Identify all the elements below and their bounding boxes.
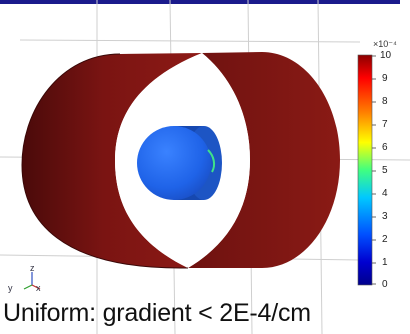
header-bar <box>0 0 400 4</box>
colorbar <box>357 54 373 286</box>
axis-label-y: y <box>8 283 13 293</box>
colorbar-label-7: 7 <box>382 119 388 130</box>
inner-cylinder <box>137 126 222 200</box>
colorbar-label-10: 10 <box>380 50 392 61</box>
colorbar-label-8: 8 <box>382 96 388 107</box>
colorbar-label-0: 0 <box>382 279 388 290</box>
colorbar-label-1: 1 <box>382 257 388 268</box>
axis-label-z: z <box>30 263 35 273</box>
outer-edge-highlight <box>21 53 189 269</box>
colorbar-label-5: 5 <box>382 165 388 176</box>
caption-text: Uniform: gradient < 2E-4/cm <box>3 299 311 327</box>
colorbar-label-2: 2 <box>382 234 388 245</box>
colorbar-label-3: 3 <box>382 211 388 222</box>
outer-cylinder-left-wall <box>22 53 202 269</box>
colorbar-multiplier: ×10⁻⁴ <box>373 39 397 49</box>
colorbar-label-4: 4 <box>382 188 388 199</box>
axis-label-x: x <box>36 283 41 293</box>
colorbar-label-9: 9 <box>382 73 388 84</box>
colorbar-ticks <box>372 55 376 285</box>
outer-cylinder-right-wall <box>188 52 340 268</box>
axis-triad <box>23 272 41 290</box>
colorbar-label-6: 6 <box>382 142 388 153</box>
